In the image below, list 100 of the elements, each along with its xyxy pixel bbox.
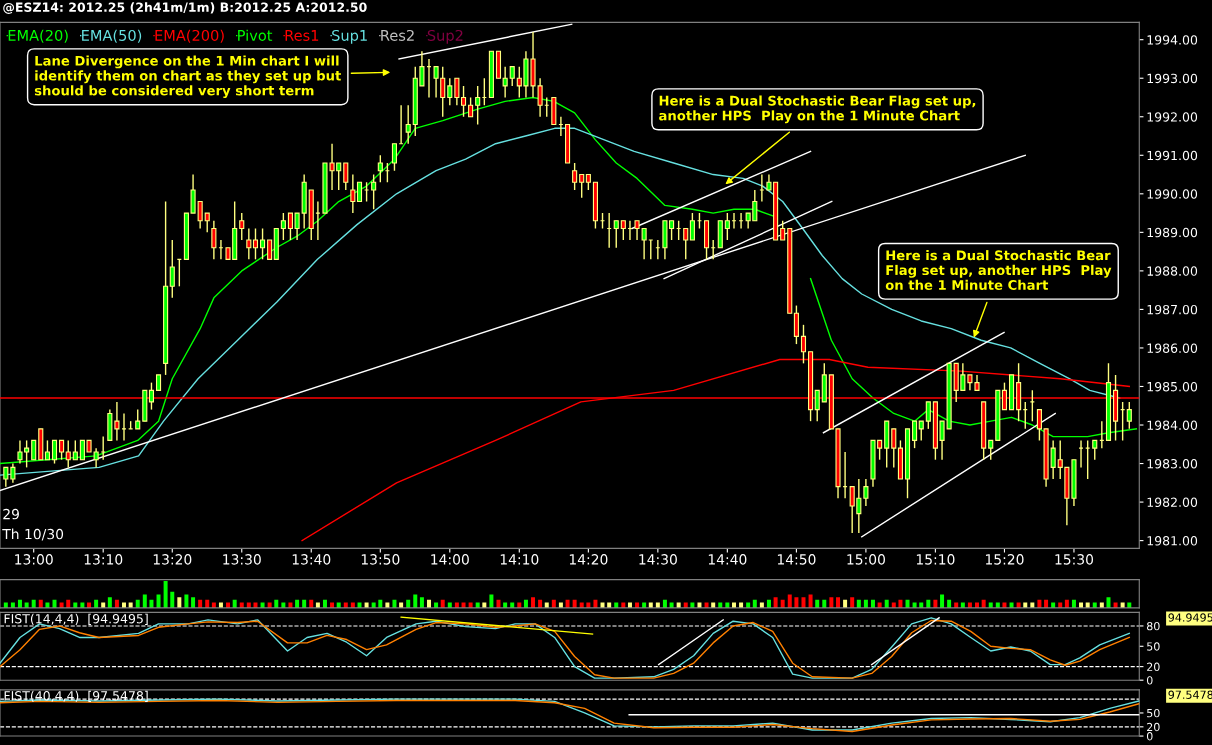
annotation: 29 [3,508,19,520]
candlestick [509,65,515,87]
bar [794,597,799,608]
bar [801,597,806,608]
legend-label: Res2 [381,29,414,41]
candlestick [683,227,689,261]
x-tick-label: 15:20 [985,554,1024,565]
bar [489,594,494,608]
annotation: Lane Divergence on the 1 Min chart I will identify them on chart as they set up but should be considered very short term [34,55,341,99]
legend-label: Sup2 [427,29,463,44]
candlestick [31,439,37,461]
x-tick-label: 13:20 [153,554,192,565]
y-tick-label: 1991.00 [1147,150,1198,161]
legend-label: Pivot [238,29,273,41]
y-tick-label: 1990.00 [1147,189,1198,199]
chart-title: @ESZ14: 2012.25 (2h41m/1m) B:2012.25 A:2012.50 [3,2,367,14]
y-tick-label: 50 [1147,708,1160,718]
bar [836,597,841,608]
candlestick [689,212,695,241]
candlestick [579,173,585,199]
candlestick [918,420,924,442]
annotation: Here is a Dual Stochastic Bear Flag set up, another HPS Play on the 1 Minute Chart [885,250,1112,290]
candlestick [620,220,626,241]
candlestick [1126,401,1132,430]
candlestick [391,143,398,172]
legend-label: EMA(20) [8,29,68,43]
x-tick-label: 15:00 [847,554,885,565]
y-tick-label: 1987.00 [1147,304,1198,315]
y-tick-label: 1988.00 [1147,266,1198,276]
candlestick [613,220,619,249]
candlestick [343,162,349,191]
bar [829,597,834,608]
candlestick [211,220,217,261]
y-tick-label: 1984.00 [1147,420,1198,430]
candlestick [252,227,259,261]
candlestick [814,389,820,422]
y-tick-label: 0 [1146,732,1153,741]
candlestick [204,212,210,234]
legend-label: Res1 [285,30,319,41]
bar [107,597,112,608]
legend-label: EMA(50) [82,29,142,43]
candlestick [447,77,453,106]
bar [531,597,536,608]
y-tick-label: 1985.00 [1147,381,1198,392]
y-tick-label: 50 [1147,642,1160,651]
bar [850,597,855,608]
y-tick-label: 1994.00 [1147,35,1198,45]
candlestick [863,478,869,507]
candlestick [169,239,175,299]
candlestick [1050,439,1056,480]
bar [177,597,182,608]
bar [163,580,168,608]
candlestick [724,212,730,241]
candlestick [65,439,71,469]
candlestick [405,104,411,145]
y-tick-label: 0 [1146,676,1153,685]
y-tick-label: 80 [1146,621,1160,631]
candlestick [371,173,377,210]
y-tick-label: 1983.00 [1147,459,1198,469]
bar [787,594,792,608]
candlestick [59,439,65,461]
x-tick-label: 14:40 [708,554,747,565]
x-tick-label: 14:00 [431,554,469,565]
x-tick-label: 13:40 [292,554,331,565]
x-tick-label: 13:30 [223,554,261,565]
candlestick [350,173,356,214]
x-tick-label: 14:50 [777,554,816,565]
candlestick [891,428,897,469]
candlestick [1092,439,1098,461]
annotation: Th 10/30 [2,528,64,541]
candlestick [377,154,383,183]
candlestick [114,401,120,442]
candlestick [135,408,141,430]
legend-label: Sup1 [332,29,367,44]
y-tick-label: 1981.00 [1147,536,1198,546]
candlestick [793,304,799,345]
candlestick [246,227,252,261]
candlestick [260,227,266,261]
bar [808,594,813,608]
x-tick-label: 13:10 [84,554,123,565]
candlestick [988,439,994,461]
x-tick-label: 15:30 [1055,554,1094,565]
bar [773,597,778,608]
chart-title: FIST(14,4,4) [94.9495] [4,613,148,625]
candlestick [572,162,578,191]
bar [170,591,175,608]
annotation: Here is a Dual Stochastic Bear Flag set up, another HPS Play on the 1 Minute Chart [659,95,976,124]
bar [940,594,945,608]
candlestick [239,212,245,241]
candlestick [72,439,78,461]
legend-label: EMA(200) [155,29,224,43]
candlestick [925,401,931,430]
y-tick-label: 1982.00 [1147,497,1198,508]
bar [142,594,147,608]
bar [184,594,189,608]
candlestick [44,439,50,461]
x-tick-label: 13:50 [361,554,400,565]
bar [419,597,424,608]
bar [191,597,196,608]
text: 97.5478 [1168,690,1212,699]
